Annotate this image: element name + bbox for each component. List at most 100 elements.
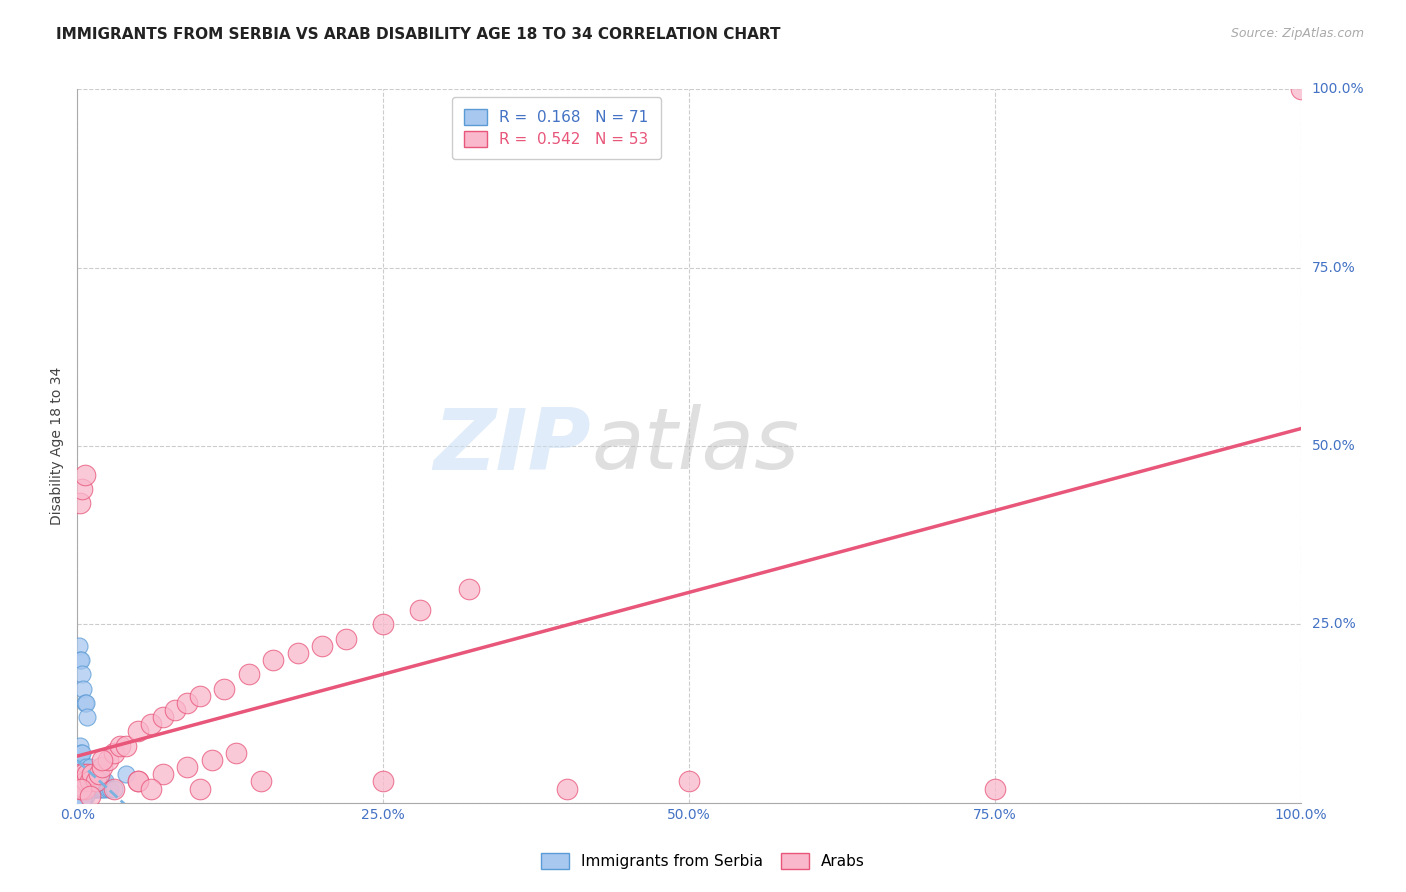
Point (84, 774, 107, 789)
Point (69, 767, 91, 781)
Point (188, 689, 211, 703)
Point (1289, 82, 1312, 96)
Point (72, 767, 94, 781)
Point (79, 774, 101, 789)
Point (70, 653, 93, 667)
Point (82, 767, 104, 781)
Point (165, 703, 187, 717)
Point (70, 781, 93, 796)
Point (90, 774, 112, 789)
Point (84, 781, 107, 796)
Point (103, 781, 125, 796)
Point (70, 746, 93, 760)
Point (80, 767, 103, 781)
Point (103, 781, 125, 796)
Point (97, 781, 120, 796)
Point (90, 753, 112, 767)
Point (69, 767, 91, 781)
Point (371, 617, 394, 632)
Text: atlas: atlas (591, 404, 799, 488)
Point (75, 774, 97, 789)
Point (79, 781, 101, 796)
Y-axis label: Disability Age 18 to 34: Disability Age 18 to 34 (51, 367, 65, 525)
Text: 75.0%: 75.0% (1312, 260, 1355, 275)
Point (70, 781, 93, 796)
Point (84, 774, 107, 789)
Point (67, 774, 90, 789)
Text: 25.0%: 25.0% (1312, 617, 1355, 632)
Point (70, 792, 93, 806)
Point (76, 781, 98, 796)
Text: ZIP: ZIP (433, 404, 591, 488)
Point (262, 653, 284, 667)
Point (139, 781, 162, 796)
Point (91, 774, 114, 789)
Point (287, 646, 309, 660)
Point (72, 681, 94, 696)
Point (70, 482, 93, 496)
Point (73, 696, 96, 710)
Point (103, 746, 125, 760)
Point (335, 632, 357, 646)
Point (76, 774, 98, 789)
Point (678, 774, 700, 789)
Point (72, 789, 94, 803)
Point (75, 781, 97, 796)
Point (72, 781, 94, 796)
Point (250, 774, 273, 789)
Point (93, 781, 115, 796)
Point (79, 774, 101, 789)
Point (77, 767, 100, 781)
Point (82, 781, 104, 796)
Point (67, 774, 90, 789)
Point (73, 781, 96, 796)
Point (152, 710, 174, 724)
Point (72, 767, 94, 781)
Point (70, 767, 93, 781)
Point (89, 781, 111, 796)
Point (371, 774, 394, 789)
Point (83, 774, 105, 789)
Point (311, 639, 333, 653)
Point (86, 781, 108, 796)
Point (79, 760, 101, 774)
Point (176, 760, 198, 774)
Point (225, 746, 247, 760)
Point (70, 774, 93, 789)
Text: 50.0%: 50.0% (1312, 439, 1355, 453)
Point (80, 767, 103, 781)
Point (115, 739, 138, 753)
Point (80, 774, 103, 789)
Point (69, 496, 91, 510)
Point (73, 774, 96, 789)
Point (69, 792, 91, 806)
Point (70, 746, 93, 760)
Point (238, 667, 260, 681)
Point (70, 667, 93, 681)
Point (75, 760, 97, 774)
Point (70, 789, 93, 803)
Point (98, 781, 121, 796)
Point (67, 639, 90, 653)
Point (73, 781, 96, 796)
Point (152, 767, 174, 781)
Point (79, 789, 101, 803)
Point (70, 774, 93, 789)
Point (555, 781, 578, 796)
Point (76, 767, 98, 781)
Point (73, 467, 96, 482)
Point (115, 767, 138, 781)
Legend: R =  0.168   N = 71, R =  0.542   N = 53: R = 0.168 N = 71, R = 0.542 N = 53 (451, 97, 661, 160)
Point (75, 696, 97, 710)
Point (127, 774, 149, 789)
Point (94, 774, 117, 789)
Point (69, 753, 91, 767)
Point (70, 781, 93, 796)
Point (76, 767, 98, 781)
Point (80, 781, 103, 796)
Text: IMMIGRANTS FROM SERBIA VS ARAB DISABILITY AGE 18 TO 34 CORRELATION CHART: IMMIGRANTS FROM SERBIA VS ARAB DISABILIT… (56, 27, 780, 42)
Point (73, 789, 96, 803)
Point (70, 781, 93, 796)
Text: Source: ZipAtlas.com: Source: ZipAtlas.com (1230, 27, 1364, 40)
Point (73, 767, 96, 781)
